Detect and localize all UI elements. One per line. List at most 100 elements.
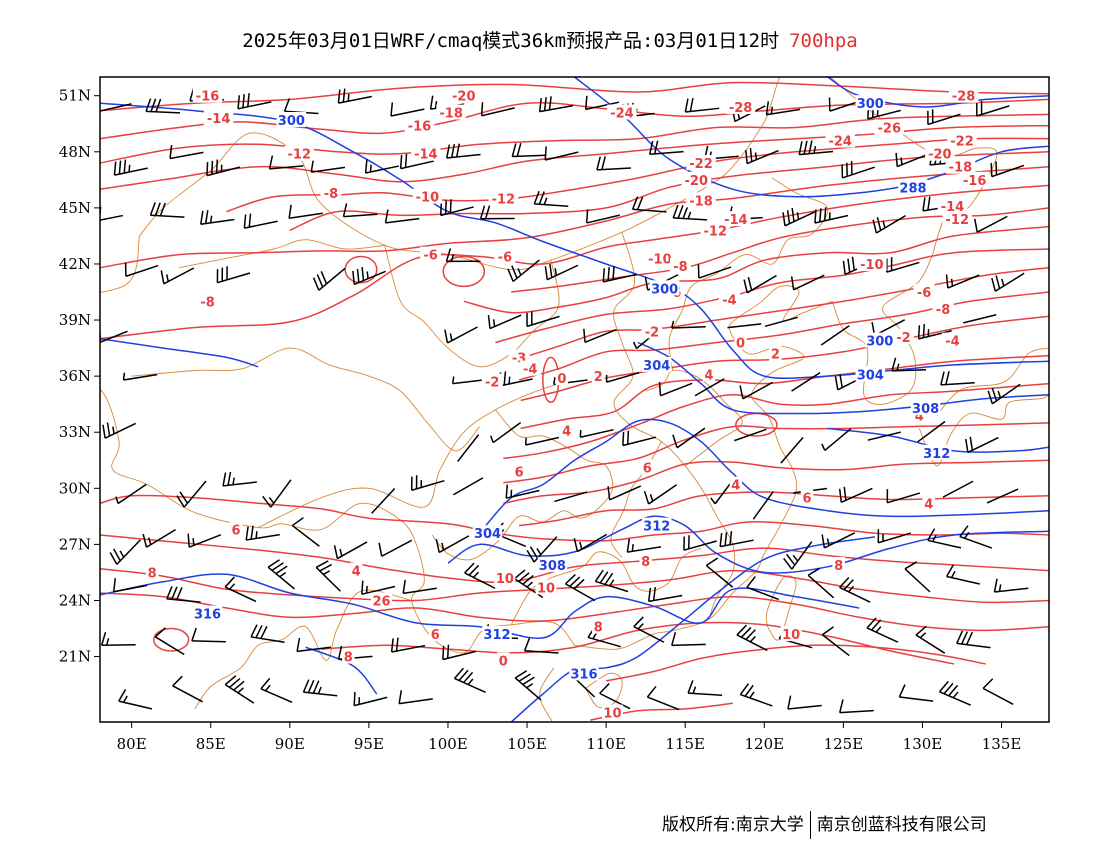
temperature-label: -10 bbox=[648, 252, 672, 267]
wind-barb bbox=[402, 579, 437, 595]
geo-boundary-line bbox=[585, 672, 623, 709]
wind-barb bbox=[352, 266, 386, 286]
temperature-label: 0 bbox=[499, 654, 508, 669]
temperature-label-background bbox=[535, 579, 557, 595]
wind-barb bbox=[160, 267, 195, 285]
height-label-background bbox=[482, 626, 512, 642]
wind-barb bbox=[727, 323, 762, 329]
temperature-label-background bbox=[700, 222, 731, 238]
wind-barb bbox=[353, 692, 388, 707]
temperature-label: 4 bbox=[562, 424, 571, 439]
height-label: 308 bbox=[539, 559, 566, 574]
wind-barb bbox=[821, 626, 850, 657]
temperature-label-background bbox=[645, 250, 675, 266]
wind-barb bbox=[268, 155, 304, 170]
wind-barb bbox=[940, 371, 975, 386]
temperature-label-background bbox=[892, 328, 914, 344]
height-label: 304 bbox=[857, 368, 884, 383]
wind-barb bbox=[956, 630, 991, 649]
wind-barb bbox=[464, 562, 496, 589]
wind-barb bbox=[622, 430, 657, 447]
title-level: 700hpa bbox=[789, 30, 858, 52]
temperature-label-background bbox=[512, 463, 526, 479]
temperature-label-background bbox=[412, 188, 443, 204]
height-label: 304 bbox=[643, 359, 670, 374]
wind-barb bbox=[398, 690, 433, 705]
y-tick-label: 39N bbox=[59, 311, 91, 329]
temperature-label: 0 bbox=[557, 372, 566, 387]
temperature-label: 2 bbox=[594, 370, 603, 385]
temperature-label-background bbox=[411, 145, 441, 161]
wind-barb bbox=[648, 140, 684, 156]
y-tick-label: 30N bbox=[59, 479, 91, 497]
temperature-label-background bbox=[601, 704, 623, 720]
temperature-label: 8 bbox=[641, 555, 650, 570]
wind-barb bbox=[206, 159, 241, 177]
wind-barb bbox=[113, 578, 148, 593]
temperature-label: -10 bbox=[860, 258, 884, 273]
temperature-isotherm bbox=[605, 644, 986, 682]
wind-barb bbox=[798, 140, 834, 156]
geo-boundary-line bbox=[384, 245, 560, 368]
geo-boundary-line bbox=[131, 347, 480, 452]
temperature-label-background bbox=[404, 117, 435, 133]
wind-barb bbox=[607, 485, 642, 501]
x-tick-label: 100E bbox=[428, 735, 468, 753]
x-tick-label: 125E bbox=[824, 735, 864, 753]
wind-barb bbox=[743, 274, 777, 294]
temperature-label: 4 bbox=[924, 497, 933, 512]
wind-barb bbox=[942, 480, 974, 498]
geo-boundary-line bbox=[918, 394, 1049, 467]
temperature-label-background bbox=[925, 145, 955, 161]
wind-barb bbox=[337, 88, 372, 104]
geo-boundary-line bbox=[539, 667, 555, 722]
wind-barb bbox=[990, 161, 1025, 178]
wind-barb bbox=[288, 204, 323, 219]
temperature-isotherm bbox=[503, 422, 1049, 484]
wind-barb bbox=[886, 489, 921, 504]
geo-boundary-line bbox=[936, 347, 1049, 416]
wind-barb bbox=[262, 479, 292, 508]
temperature-label-background bbox=[686, 155, 716, 170]
wind-barb bbox=[260, 677, 293, 703]
y-tick-label: 48N bbox=[59, 143, 91, 161]
temperature-label: -4 bbox=[722, 293, 736, 308]
temperature-label: -18 bbox=[689, 194, 713, 209]
temperature-label-background bbox=[591, 618, 605, 634]
wind-barb bbox=[378, 539, 413, 557]
x-tick-label: 120E bbox=[745, 735, 785, 753]
height-label: 312 bbox=[643, 520, 670, 535]
wind-barb bbox=[439, 199, 474, 217]
height-label-background bbox=[865, 332, 895, 348]
height-label: 288 bbox=[899, 181, 926, 196]
wind-barb bbox=[938, 680, 972, 706]
wind-barb bbox=[444, 326, 478, 344]
wind-barb bbox=[384, 209, 420, 224]
height-isoline bbox=[100, 102, 1049, 380]
temperature-label: -14 bbox=[207, 112, 231, 127]
wind-barb bbox=[927, 528, 962, 549]
temperature-label-background bbox=[497, 652, 510, 668]
wind-barb bbox=[453, 477, 484, 496]
temperature-label: -8 bbox=[324, 187, 338, 202]
temperature-label: -28 bbox=[729, 101, 753, 116]
temperature-isotherm bbox=[503, 459, 1049, 505]
temperature-label: -12 bbox=[946, 213, 970, 228]
wind-barb bbox=[451, 376, 487, 385]
height-label-background bbox=[569, 665, 599, 681]
wind-barb bbox=[986, 488, 1019, 504]
temperature-label-background bbox=[913, 284, 935, 299]
wind-barb bbox=[442, 644, 477, 661]
temperature-label: -22 bbox=[689, 157, 713, 172]
wind-barb bbox=[507, 259, 540, 283]
temperature-label-background bbox=[229, 521, 243, 537]
temperature-label-background bbox=[947, 132, 977, 148]
wind-barb bbox=[457, 434, 480, 463]
wind-barb bbox=[602, 266, 637, 283]
temperature-isotherm bbox=[100, 567, 1049, 604]
temperature-isotherm bbox=[463, 225, 1049, 314]
height-label-background bbox=[276, 112, 307, 127]
height-label: 316 bbox=[194, 608, 221, 623]
height-label: 300 bbox=[651, 282, 678, 297]
temperature-isotherm bbox=[100, 124, 1049, 190]
